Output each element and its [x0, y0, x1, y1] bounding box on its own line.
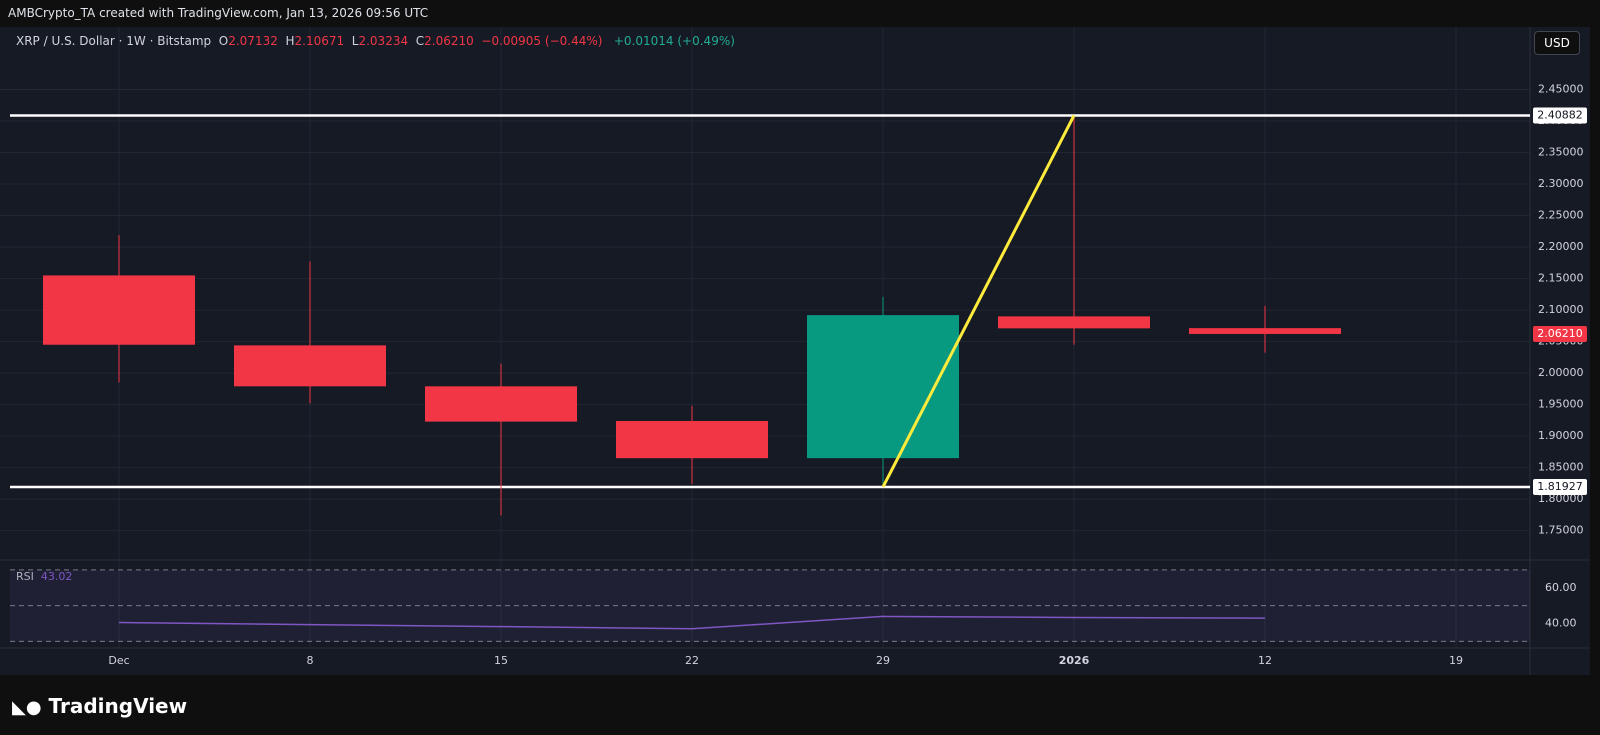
x-tick-label: 22: [685, 654, 699, 667]
y-tick-label: 2.25000: [1538, 209, 1584, 222]
candle-body: [1189, 328, 1341, 334]
y-tick-label: 2.20000: [1538, 240, 1584, 253]
y-tick-label: 2.30000: [1538, 177, 1584, 190]
logo: ◣● TradingView: [12, 694, 188, 718]
rsi-tick-label: 40.00: [1545, 617, 1577, 630]
y-tick-label: 2.35000: [1538, 146, 1584, 159]
ohlc: 2.03234: [358, 34, 409, 48]
last-price-label: 2.06210: [1537, 327, 1583, 340]
ohlc: 2.07132: [228, 34, 278, 48]
level-tag-label: 1.81927: [1537, 480, 1583, 493]
legend: XRP / U.S. Dollar · 1W · Bitstamp O2.071…: [16, 34, 735, 48]
y-tick-label: 2.15000: [1538, 272, 1584, 285]
x-tick-label: 2026: [1059, 654, 1090, 667]
x-tick-label: 12: [1258, 654, 1272, 667]
candle-body: [234, 345, 386, 387]
header: AMBCrypto_TA created with TradingView.co…: [8, 6, 429, 20]
ohlc: L: [351, 34, 359, 48]
symbol: XRP / U.S. Dollar · 1W · Bitstamp: [16, 34, 212, 48]
level-tag: [1533, 478, 1587, 495]
y-tick-label: 1.85000: [1538, 461, 1584, 474]
x-tick-label: 15: [494, 654, 508, 667]
ohlc: C: [415, 34, 425, 48]
x-tick-label: 29: [876, 654, 890, 667]
trendline: [881, 114, 1076, 488]
candle-body: [425, 386, 577, 422]
candle-body: [616, 420, 768, 459]
ohlc: H: [285, 34, 295, 48]
brand: TradingView: [48, 694, 188, 718]
candle-body: [998, 316, 1150, 329]
rsi-legend: RSI 43.02: [16, 570, 72, 583]
currency-button[interactable]: USD: [1534, 31, 1580, 55]
y-tick-label: 1.90000: [1538, 429, 1584, 442]
y-tick-label: 2.45000: [1538, 83, 1584, 96]
change: +0.01014 (+0.49%): [613, 34, 735, 48]
y-tick-label: 2.00000: [1538, 366, 1584, 379]
y-tick-label: 1.75000: [1538, 524, 1584, 537]
x-tick-label: 19: [1449, 654, 1463, 667]
ohlc: O: [218, 34, 229, 48]
level-tag-label: 2.40882: [1537, 108, 1583, 121]
rsi-tick-label: 60.00: [1545, 581, 1577, 594]
change: −0.00905 (−0.44%): [481, 34, 603, 48]
x-tick-label: Dec: [108, 654, 129, 667]
y-tick-label: 2.10000: [1538, 303, 1584, 316]
y-tick-label: 1.95000: [1538, 398, 1584, 411]
y-tick-label: 1.80000: [1538, 492, 1584, 505]
level-tag: [1533, 107, 1587, 124]
rsi-value: 43.02: [40, 570, 73, 583]
ohlc: 2.10671: [294, 34, 345, 48]
rsi-line: [118, 615, 1266, 630]
last-price-tag: [1533, 325, 1587, 342]
rsi-label: RSI: [16, 570, 34, 583]
candle-body: [43, 275, 195, 345]
x-tick-label: 8: [307, 654, 314, 667]
ohlc: 2.06210: [424, 34, 474, 48]
